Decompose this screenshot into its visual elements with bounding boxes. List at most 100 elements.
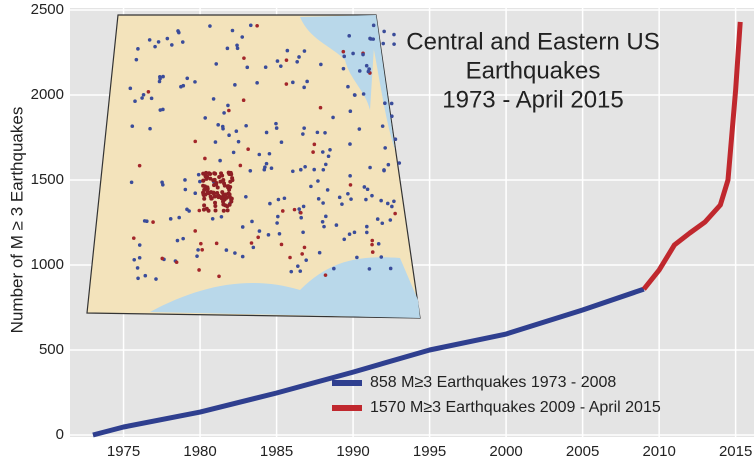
map-dot [316,197,321,201]
map-dot [217,175,222,180]
y-tick-label: 2500 [31,1,64,18]
map-dot [351,51,355,56]
map-dot [233,83,237,87]
map-dot [151,220,155,224]
map-dot [347,232,352,237]
map-dot [160,256,165,261]
map-dot [324,214,328,219]
map-dot [298,167,303,172]
map-dot [279,242,284,247]
map-dot [382,29,386,34]
chart-title: 1973 - April 2015 [442,86,623,113]
map-dot [147,38,152,42]
map-dot [203,156,207,161]
map-dot [249,241,254,245]
map-dot [361,92,366,96]
map-dot [154,277,158,281]
map-dot [305,79,309,84]
map-dot [317,250,322,255]
map-dot [368,36,372,41]
map-dot [160,180,164,185]
map-dot [276,197,281,202]
map-dot [236,139,241,144]
map-dot [219,171,224,176]
map-dot [134,57,139,62]
x-tick-label: 1990 [336,443,369,460]
map-dot [213,208,218,213]
map-dot [361,52,365,57]
map-dot [383,101,387,105]
x-tick-label: 2010 [642,443,675,460]
map-dot [153,44,157,49]
map-dot [323,273,328,277]
map-dot [392,42,396,46]
map-dot [204,206,209,211]
map-dot [212,171,217,176]
map-dot [203,116,208,120]
map-dot [193,191,198,195]
map-dot [279,64,283,68]
map-dot [202,187,207,192]
legend-label: 858 M≥3 Earthquakes 1973 - 2008 [370,374,616,391]
map-dot [347,34,352,38]
map-dot [380,124,385,128]
map-dot [227,108,231,113]
x-tick-label: 2000 [489,443,522,460]
map-dot [300,252,304,256]
map-dot [233,251,237,255]
map-dot [381,41,386,46]
map-dot [230,28,235,33]
map-dot [235,43,239,48]
map-dot [240,254,245,259]
map-dot [209,190,214,195]
chart-title: Earthquakes [466,57,601,84]
map-dot [168,217,173,221]
map-dot [227,194,232,199]
map-dot [248,23,253,28]
map-dot [393,211,397,216]
map-dot [297,55,301,59]
map-dot [280,209,285,213]
map-dot [341,66,346,71]
map-dot [334,223,339,227]
map-dot [342,54,347,59]
map-dot [318,105,323,110]
map-dot [296,264,300,268]
map-dot [215,185,220,190]
map-dot [340,202,344,206]
map-dot [250,219,254,224]
map-dot [288,255,292,260]
map-dot [311,150,315,154]
map-dot [245,65,250,70]
map-dot [135,266,140,270]
map-dot [202,203,207,208]
map-dot [348,174,352,178]
map-dot [196,172,201,177]
map-dot [390,114,394,119]
map-dot [348,142,352,146]
map-dot [202,196,207,201]
map-dot [299,215,303,220]
map-dot [292,207,297,212]
chart-title: Central and Eastern US [406,28,659,55]
y-tick-label: 2000 [31,86,64,103]
map-dot [320,150,325,154]
map-dot [158,74,162,79]
map-dot [392,199,396,204]
map-dot [193,229,198,233]
map-dot [302,245,307,250]
x-tick-label: 1975 [107,443,140,460]
map-dot [295,59,299,64]
map-dot [362,185,367,189]
map-dot [129,180,134,185]
y-tick-label: 0 [56,426,64,443]
map-dot [183,178,187,182]
map-dot [208,176,213,181]
map-dot [128,86,133,91]
map-dot [257,229,262,233]
map-atlantic [372,15,395,150]
map-dot [257,152,262,157]
map-dot [130,124,135,129]
map-dot [291,80,295,85]
map-dot [332,266,336,271]
